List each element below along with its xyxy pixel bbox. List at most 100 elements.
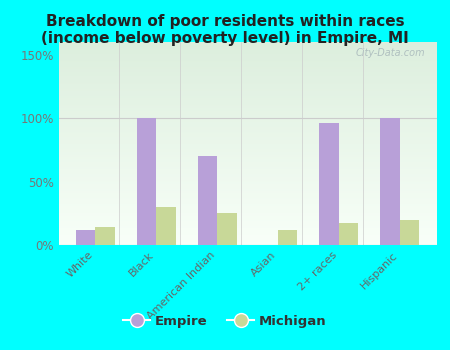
Bar — [58, 215, 436, 216]
Bar — [58, 238, 436, 240]
Bar — [58, 78, 436, 79]
Bar — [58, 120, 436, 121]
Bar — [58, 99, 436, 101]
Bar — [58, 179, 436, 181]
Bar — [58, 91, 436, 93]
Bar — [320, 123, 339, 245]
Bar — [58, 52, 436, 54]
Bar — [58, 110, 436, 111]
Bar — [58, 160, 436, 162]
Bar — [58, 50, 436, 52]
Bar — [58, 64, 436, 66]
Bar — [58, 49, 436, 50]
Bar — [58, 42, 436, 44]
Bar — [58, 241, 436, 243]
Bar — [400, 220, 419, 245]
Bar — [58, 145, 436, 147]
Bar — [58, 188, 436, 189]
Bar — [58, 67, 436, 69]
Bar — [58, 74, 436, 76]
Bar — [58, 226, 436, 228]
Bar — [58, 216, 436, 218]
Bar — [58, 176, 436, 177]
Bar — [58, 140, 436, 142]
Bar — [58, 174, 436, 176]
Bar — [58, 201, 436, 203]
Bar — [58, 206, 436, 208]
Bar — [58, 79, 436, 81]
Bar — [58, 237, 436, 238]
Bar — [58, 159, 436, 160]
Bar — [58, 54, 436, 56]
Bar — [58, 221, 436, 223]
Bar — [58, 44, 436, 46]
Bar — [58, 118, 436, 120]
Text: City-Data.com: City-Data.com — [356, 48, 425, 58]
Bar — [58, 59, 436, 61]
Bar — [58, 137, 436, 139]
Legend: Empire, Michigan: Empire, Michigan — [118, 309, 332, 333]
Text: Breakdown of poor residents within races
(income below poverty level) in Empire,: Breakdown of poor residents within races… — [41, 14, 409, 47]
Bar — [58, 47, 436, 49]
Bar — [58, 218, 436, 220]
Bar — [58, 96, 436, 98]
Bar — [58, 76, 436, 78]
Bar — [58, 152, 436, 154]
Bar — [58, 117, 436, 118]
Bar — [58, 233, 436, 235]
Bar — [58, 150, 436, 152]
Bar — [58, 223, 436, 225]
Bar — [58, 162, 436, 164]
Bar — [58, 231, 436, 233]
Bar — [198, 156, 217, 245]
Bar — [58, 204, 436, 206]
Bar — [58, 142, 436, 143]
Bar — [58, 135, 436, 137]
Bar — [58, 199, 436, 201]
Bar — [217, 213, 237, 245]
Bar — [58, 196, 436, 198]
Bar — [58, 98, 436, 99]
Bar — [76, 230, 95, 245]
Bar — [58, 164, 436, 166]
Bar — [58, 194, 436, 196]
Bar — [58, 86, 436, 88]
Bar — [58, 157, 436, 159]
Bar — [58, 121, 436, 123]
Bar — [58, 106, 436, 108]
Bar — [58, 186, 436, 188]
Bar — [58, 62, 436, 64]
Bar — [58, 225, 436, 226]
Bar — [58, 103, 436, 105]
Bar — [58, 94, 436, 96]
Bar — [58, 182, 436, 184]
Bar — [58, 191, 436, 192]
Bar — [58, 81, 436, 83]
Bar — [58, 56, 436, 57]
Bar — [58, 83, 436, 84]
Bar — [58, 193, 436, 194]
Bar — [58, 132, 436, 133]
Bar — [58, 213, 436, 215]
Bar — [58, 166, 436, 167]
Bar — [58, 72, 436, 74]
Bar — [339, 223, 359, 245]
Bar — [58, 177, 436, 179]
Bar — [58, 127, 436, 128]
Bar — [58, 208, 436, 209]
Bar — [278, 230, 297, 245]
Bar — [58, 172, 436, 174]
Bar — [58, 203, 436, 204]
Bar — [58, 46, 436, 47]
Bar — [58, 144, 436, 145]
Bar — [58, 155, 436, 157]
Bar — [58, 108, 436, 110]
Bar — [58, 69, 436, 71]
Bar — [58, 230, 436, 231]
Bar — [58, 128, 436, 130]
Bar — [58, 93, 436, 94]
Bar — [58, 57, 436, 59]
Bar — [58, 149, 436, 150]
Bar — [58, 243, 436, 245]
Bar — [58, 88, 436, 89]
